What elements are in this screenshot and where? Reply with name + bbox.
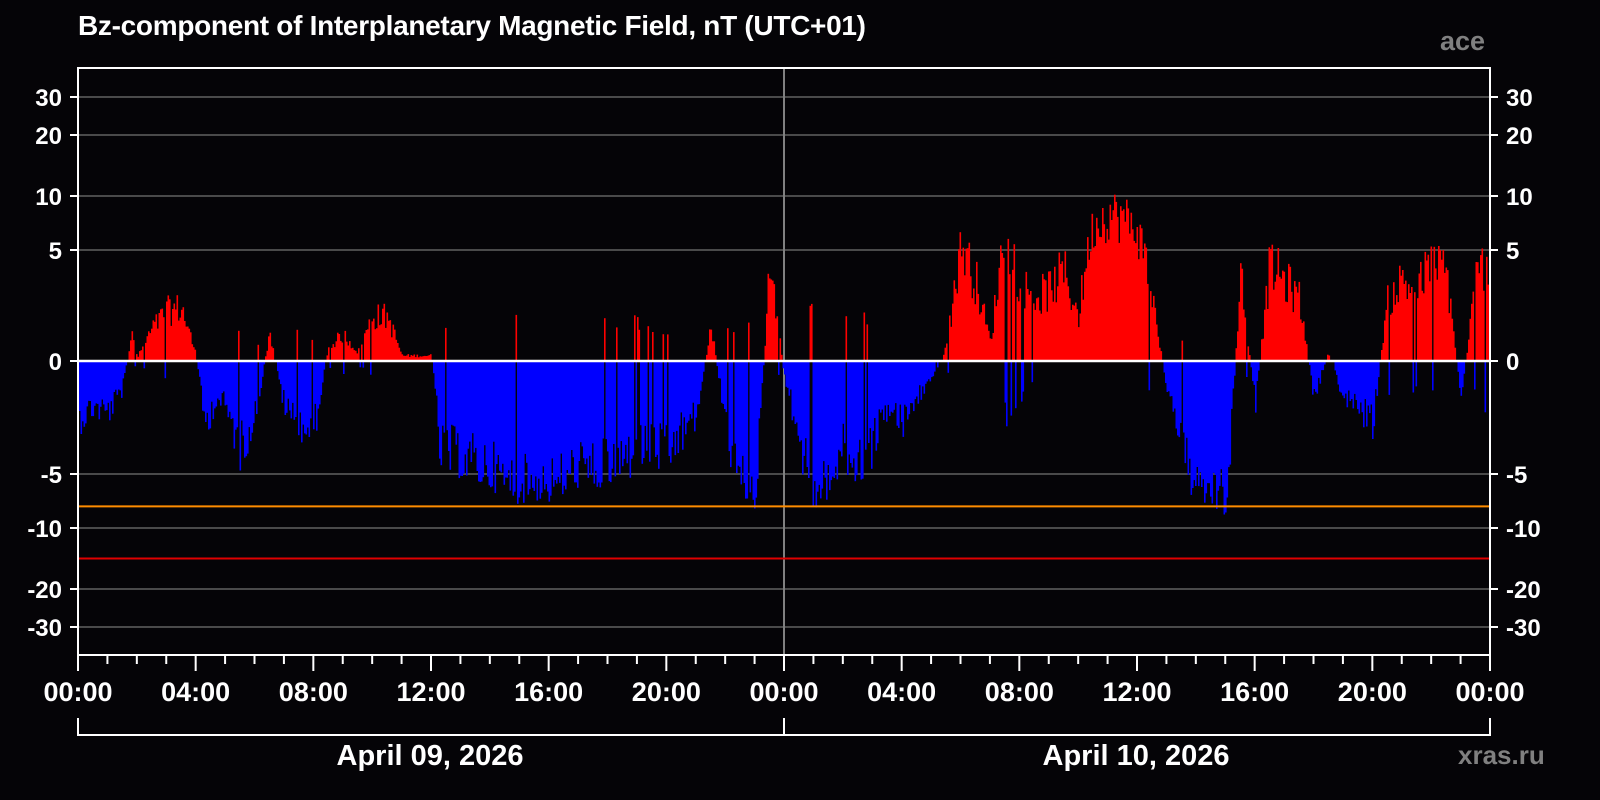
y-tick-label-left: 10 [35, 184, 62, 211]
y-tick-label-left: 5 [49, 238, 62, 265]
y-tick-label-left: -30 [27, 615, 62, 642]
x-tick-label: 16:00 [1220, 677, 1289, 707]
x-tick-label: 08:00 [279, 677, 348, 707]
y-tick-label-left: 0 [49, 349, 62, 376]
y-tick-label-right: -30 [1506, 615, 1541, 642]
x-tick-label: 00:00 [749, 677, 818, 707]
x-tick-label: 20:00 [632, 677, 701, 707]
x-tick-label: 20:00 [1338, 677, 1407, 707]
watermark: xras.ru [1458, 740, 1545, 770]
x-tick-label: 00:00 [1455, 677, 1524, 707]
x-tick-label: 16:00 [514, 677, 583, 707]
y-tick-label-right: 0 [1506, 349, 1519, 376]
y-tick-label-right: 30 [1506, 85, 1533, 112]
y-tick-label-right: 20 [1506, 123, 1533, 150]
y-tick-label-left: -20 [27, 577, 62, 604]
x-tick-label: 04:00 [161, 677, 230, 707]
y-tick-label-right: 10 [1506, 184, 1533, 211]
y-tick-label-right: 5 [1506, 238, 1519, 265]
x-tick-label: 08:00 [985, 677, 1054, 707]
y-axis-right: 30 20 10 5 0 -5 -10 -20 -30 [1490, 85, 1541, 642]
threshold-lines [78, 359, 1490, 560]
data-source-label: ace [1440, 26, 1486, 56]
chart-title: Bz-component of Interplanetary Magnetic … [78, 10, 866, 41]
y-tick-label-left: 20 [35, 123, 62, 150]
date-brackets: April 09, 2026 April 10, 2026 [77, 718, 1491, 772]
data-bars [79, 194, 1491, 515]
y-tick-label-right: -20 [1506, 577, 1541, 604]
y-tick-label-left: -5 [41, 462, 62, 489]
y-tick-label-left: -10 [27, 516, 62, 543]
x-axis: 00:00 04:00 08:00 12:00 16:00 20:00 00:00 04:00… [43, 655, 1525, 707]
date-label-day1: April 09, 2026 [337, 740, 524, 772]
y-tick-label-right: -5 [1506, 462, 1527, 489]
date-label-day2: April 10, 2026 [1043, 740, 1230, 772]
y-tick-label-left: 30 [35, 85, 62, 112]
x-tick-label: 04:00 [867, 677, 936, 707]
x-tick-label: 12:00 [396, 677, 465, 707]
y-tick-label-right: -10 [1506, 516, 1541, 543]
x-tick-label: 12:00 [1102, 677, 1171, 707]
y-axis-left: 30 20 10 5 0 -5 -10 -20 -30 [27, 85, 78, 642]
x-tick-label: 00:00 [43, 677, 112, 707]
